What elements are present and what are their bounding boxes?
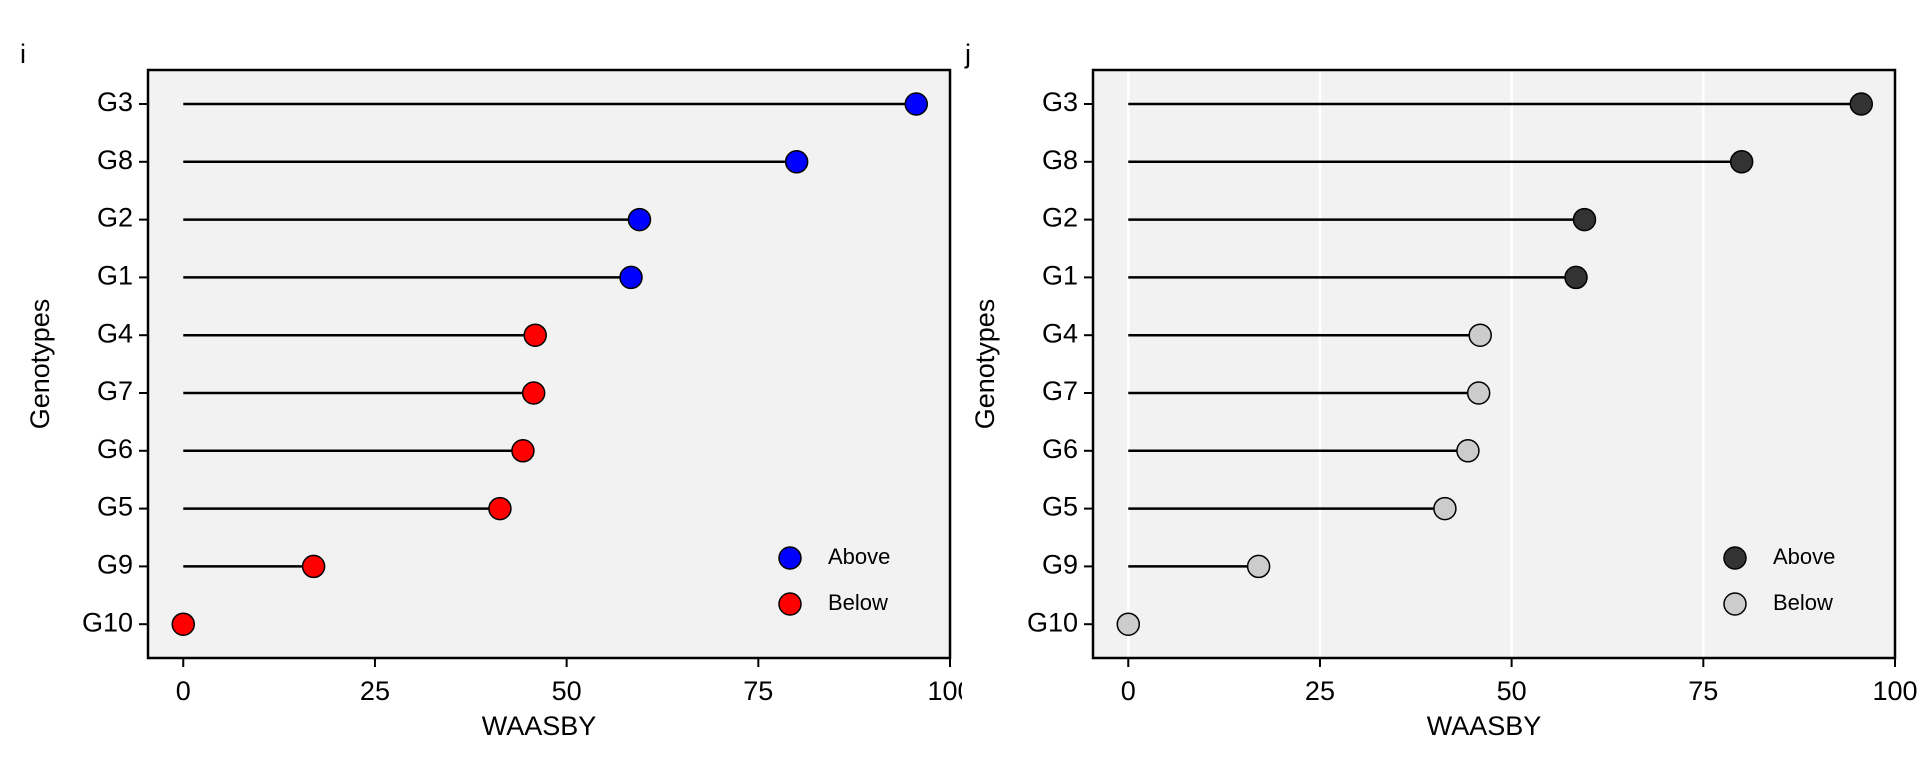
lollipop-point	[1564, 265, 1588, 290]
lollipop-point	[1468, 323, 1492, 347]
lollipop-point	[521, 381, 546, 405]
lollipop-point	[1729, 150, 1754, 174]
x-axis-label: WAASBY	[1427, 711, 1542, 741]
legend-label: Below	[828, 590, 888, 615]
x-tick-label: 25	[360, 676, 390, 706]
y-tick-label: G3	[97, 87, 133, 117]
y-tick-label: G5	[1042, 492, 1078, 522]
legend-marker	[778, 546, 802, 570]
lollipop-point	[904, 92, 929, 116]
plot-background	[148, 70, 950, 658]
y-tick-label: G5	[97, 492, 133, 522]
x-tick-label: 50	[1497, 676, 1527, 706]
x-tick-label: 0	[1121, 676, 1136, 706]
lollipop-point	[523, 323, 547, 347]
y-axis-label: Genotypes	[970, 299, 1000, 430]
legend-label: Below	[1773, 590, 1833, 615]
x-tick-label: 100	[927, 676, 972, 706]
x-tick-label: 75	[1688, 676, 1718, 706]
lollipop-point	[619, 265, 643, 290]
lollipop-point	[1116, 612, 1141, 636]
lollipop-point	[1466, 381, 1491, 405]
lollipop-point	[171, 612, 196, 636]
y-tick-label: G2	[97, 203, 133, 233]
lollipop-point	[1246, 554, 1271, 579]
x-tick-label: 0	[176, 676, 191, 706]
lollipop-point	[1433, 496, 1457, 521]
x-tick-label: 100	[1872, 676, 1917, 706]
lollipop-point	[1849, 92, 1874, 116]
legend-marker	[778, 592, 802, 616]
y-tick-label: G7	[1042, 376, 1078, 406]
x-tick-label: 75	[743, 676, 773, 706]
lollipop-point	[627, 207, 652, 232]
lollipop-point	[784, 150, 809, 174]
lollipop-point	[1572, 207, 1597, 232]
panel: j 0 25 50 75 100 G3 G8 G2 G1 G4 G7 G6 G5 G9 G10 WAASBY Ge…	[964, 39, 1918, 741]
y-tick-label: G3	[1042, 87, 1078, 117]
y-tick-label: G1	[97, 261, 133, 291]
panel-label: i	[20, 39, 26, 69]
y-tick-label: G7	[97, 376, 133, 406]
plot-frame	[1091, 68, 1897, 660]
y-tick-label: G10	[82, 607, 133, 637]
y-axis-label: Genotypes	[25, 299, 55, 430]
x-tick-label: 25	[1305, 676, 1335, 706]
panel: i 0 25 50 75 100 G3 G8 G2 G1 G4 G7 G6 G5 G9 G10 WAASBY Ge…	[20, 39, 972, 741]
y-tick-label: G2	[1042, 203, 1078, 233]
legend-label: Above	[1773, 544, 1835, 569]
plot-background	[1093, 70, 1895, 658]
legend-label: Above	[828, 544, 890, 569]
y-tick-label: G8	[97, 145, 133, 175]
panel-label: j	[964, 39, 971, 69]
legend-marker	[1723, 546, 1747, 570]
lollipop-point	[1456, 439, 1480, 463]
y-tick-label: G10	[1027, 607, 1078, 637]
lollipop-point	[511, 439, 535, 463]
y-tick-label: G6	[97, 434, 133, 464]
y-tick-label: G9	[1042, 550, 1078, 580]
lollipop-point	[301, 554, 326, 579]
plot-frame	[146, 68, 952, 660]
y-tick-label: G4	[97, 318, 133, 348]
y-tick-label: G9	[97, 550, 133, 580]
x-axis-label: WAASBY	[482, 711, 597, 741]
y-tick-label: G1	[1042, 261, 1078, 291]
y-tick-label: G8	[1042, 145, 1078, 175]
y-tick-label: G4	[1042, 318, 1078, 348]
x-tick-label: 50	[552, 676, 582, 706]
y-tick-label: G6	[1042, 434, 1078, 464]
lollipop-point	[488, 496, 512, 521]
legend-marker	[1723, 592, 1747, 616]
